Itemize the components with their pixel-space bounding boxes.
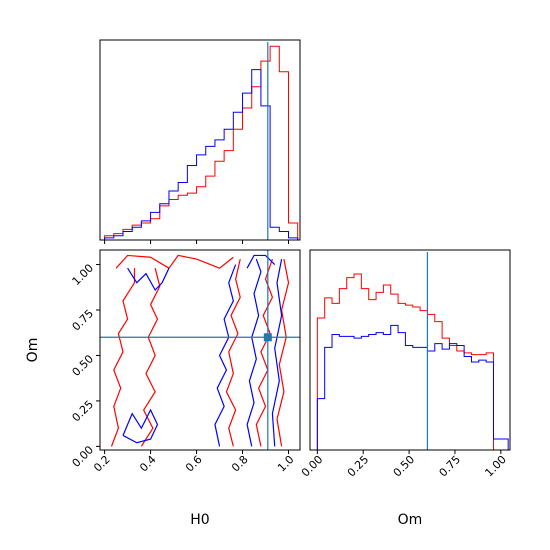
contour-10: [271, 258, 283, 447]
contour-2: [225, 258, 241, 447]
x-axis-label-h0: H0: [190, 512, 209, 528]
joint-y-tick-label-3: 0.75: [70, 307, 97, 334]
om-hist-series-1: [316, 324, 509, 450]
om-x-tick-label-0: 0.00: [299, 453, 326, 480]
om-marginal-panel: 0.00 0.25 0.50 0.75 1.00: [299, 249, 511, 480]
joint-frame: [99, 249, 301, 451]
om-x-tick-label-4: 1.00: [482, 453, 509, 480]
contour-5: [115, 254, 234, 269]
joint-x-tick-label-0: 0.2: [91, 453, 113, 475]
om-x-tick-label-3: 0.75: [437, 453, 464, 480]
om-x-tick-label-2: 0.50: [391, 453, 418, 480]
h0-om-joint-panel: 0.2 0.4 0.6 0.8 1.00.000.250.500.751.00: [70, 249, 301, 475]
contour-6: [127, 267, 170, 292]
joint-x-tick-label-3: 0.8: [229, 453, 251, 475]
contour-lines: [110, 254, 290, 447]
om-x-tick-label-1: 0.25: [345, 453, 372, 480]
joint-y-tick-label-4: 1.00: [70, 261, 97, 288]
contour-7: [122, 408, 159, 444]
x-axis-label-om: Om: [398, 512, 423, 528]
contour-11: [246, 254, 276, 269]
joint-x-tick-label-4: 1.0: [275, 453, 297, 475]
h0-hist-series-0: [104, 45, 299, 240]
h0-hist-series-1: [104, 69, 299, 240]
joint-truth-marker: [263, 333, 272, 342]
y-axis-label-om: Om: [25, 338, 41, 363]
contour-0: [110, 268, 136, 447]
joint-x-tick-label-1: 0.4: [137, 453, 159, 475]
contour-1: [140, 268, 161, 447]
om-marginal-frame: [309, 249, 511, 451]
contour-3: [255, 258, 274, 447]
om-hist-series-0: [316, 273, 509, 451]
h0-marginal-panel: [99, 39, 301, 244]
contour-9: [246, 258, 262, 447]
contour-8: [214, 264, 237, 447]
joint-y-tick-label-1: 0.25: [70, 398, 97, 425]
h0-marginal-frame: [99, 39, 301, 241]
contour-4: [276, 258, 290, 447]
joint-x-tick-label-2: 0.6: [183, 453, 205, 475]
joint-y-tick-label-2: 0.50: [70, 352, 97, 379]
